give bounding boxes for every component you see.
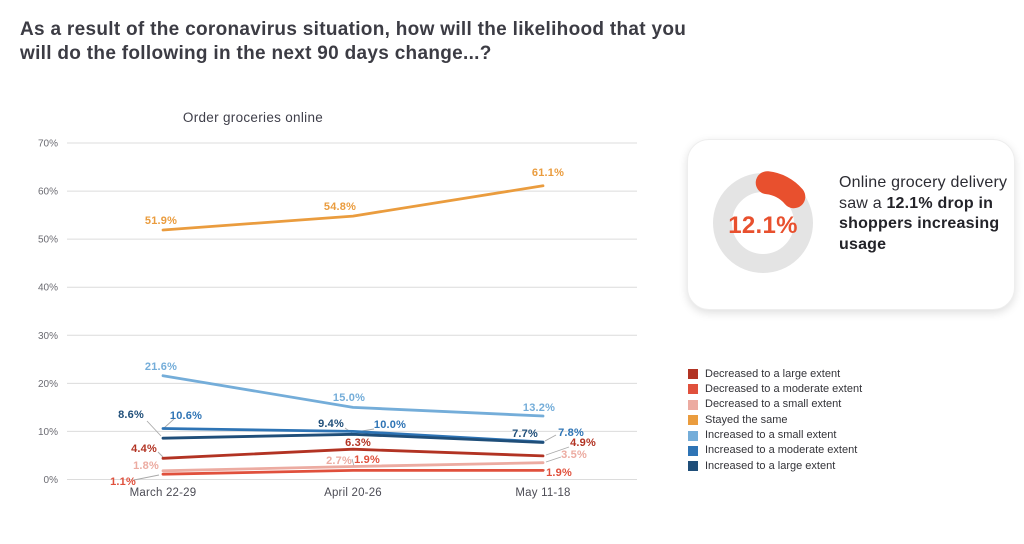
legend-label: Increased to a large extent [705,459,836,472]
label-callout-line [133,474,160,481]
page-title: As a result of the coronavirus situation… [20,18,780,66]
data-label: 1.8% [133,460,159,472]
legend-swatch [688,430,698,441]
y-tick-label: 20% [38,379,58,390]
chart-legend: Decreased to a large extent Decreased to … [688,367,863,472]
label-callout-line [157,451,164,458]
insight-card: 12.1% Online grocery delivery saw a 12.1… [687,139,1015,310]
data-label: 10.6% [170,410,202,422]
insight-text-regular: Online grocery delivery saw a [839,174,1008,212]
insight-text: Online grocery delivery saw a 12.1% drop… [839,173,1011,255]
legend-item: Increased to a large extent [688,459,862,472]
legend-label: Increased to a moderate extent [705,444,858,457]
legend-item: Decreased to a large extent [688,367,862,380]
data-label: 1.9% [546,467,572,479]
series-line [161,432,545,444]
data-label: 8.6% [118,409,144,421]
y-tick-label: 0% [44,475,59,486]
data-label: 54.8% [324,201,356,213]
data-label: 3.5% [561,449,587,461]
series-line [161,468,545,476]
legend-swatch [688,461,698,472]
label-callout-line [544,434,557,442]
legend-swatch [688,399,698,410]
label-callout-line [545,456,562,463]
donut-arc [755,171,806,209]
y-tick-label: 10% [38,427,58,438]
page-title-line1: As a result of the coronavirus situation… [20,19,687,40]
donut-value: 12.1% [728,212,798,239]
donut-ring [713,171,813,273]
data-label: 1.1% [110,476,136,488]
legend-swatch [688,384,698,395]
legend-item: Stayed the same [688,413,862,426]
label-callout-line [351,458,355,467]
legend-swatch [688,415,698,426]
data-label: 15.0% [333,392,365,404]
x-tick-label: March 22-29 [130,487,197,499]
chart-title: Order groceries online [182,110,324,125]
series-line [161,184,545,232]
series-line [161,447,545,460]
legend-item: Decreased to a small extent [688,398,862,411]
data-label: 7.8% [558,427,584,439]
data-label: 9.4% [318,418,344,430]
legend-swatch [688,369,698,379]
data-label: 2.7% [326,455,352,467]
data-label: 6.3% [345,437,371,449]
legend-item: Decreased to a moderate extent [688,382,863,395]
legend-label: Decreased to a small extent [705,398,842,411]
data-label: 1.9% [354,454,380,466]
data-label: 4.4% [131,443,157,455]
data-label: 4.9% [570,437,596,449]
y-tick-label: 40% [38,283,58,294]
legend-item: Increased to a small extent [688,429,862,442]
y-tick-label: 50% [38,235,58,246]
x-tick-label: April 20-26 [324,487,382,499]
legend-swatch [688,445,698,456]
legend-label: Decreased to a large extent [705,367,841,380]
series-line [161,461,545,473]
label-callout-line [146,420,162,437]
data-label: 61.1% [532,167,564,179]
data-label: 51.9% [145,215,177,227]
data-label: 10.0% [374,419,406,431]
label-callout-line [163,418,175,429]
legend-label: Decreased to a moderate extent [705,382,863,395]
legend-label: Stayed the same [705,413,788,426]
legend-label: Increased to a small extent [705,429,837,442]
series-line [161,374,545,418]
data-label: 13.2% [523,402,555,414]
y-tick-label: 70% [38,139,58,150]
x-tick-label: May 11-18 [515,487,570,499]
data-label: 21.6% [145,361,177,373]
legend-item: Increased to a moderate extent [688,444,862,457]
donut-chart: 12.1% [707,167,819,279]
page-title-line2: will do the following in the next 90 day… [20,43,492,64]
y-tick-label: 60% [38,187,58,198]
label-callout-line [545,446,570,456]
data-label: 7.7% [512,428,538,440]
y-tick-label: 30% [38,331,58,342]
insight-text-bold: 12.1% drop in shoppers increasing usage [839,194,1000,253]
